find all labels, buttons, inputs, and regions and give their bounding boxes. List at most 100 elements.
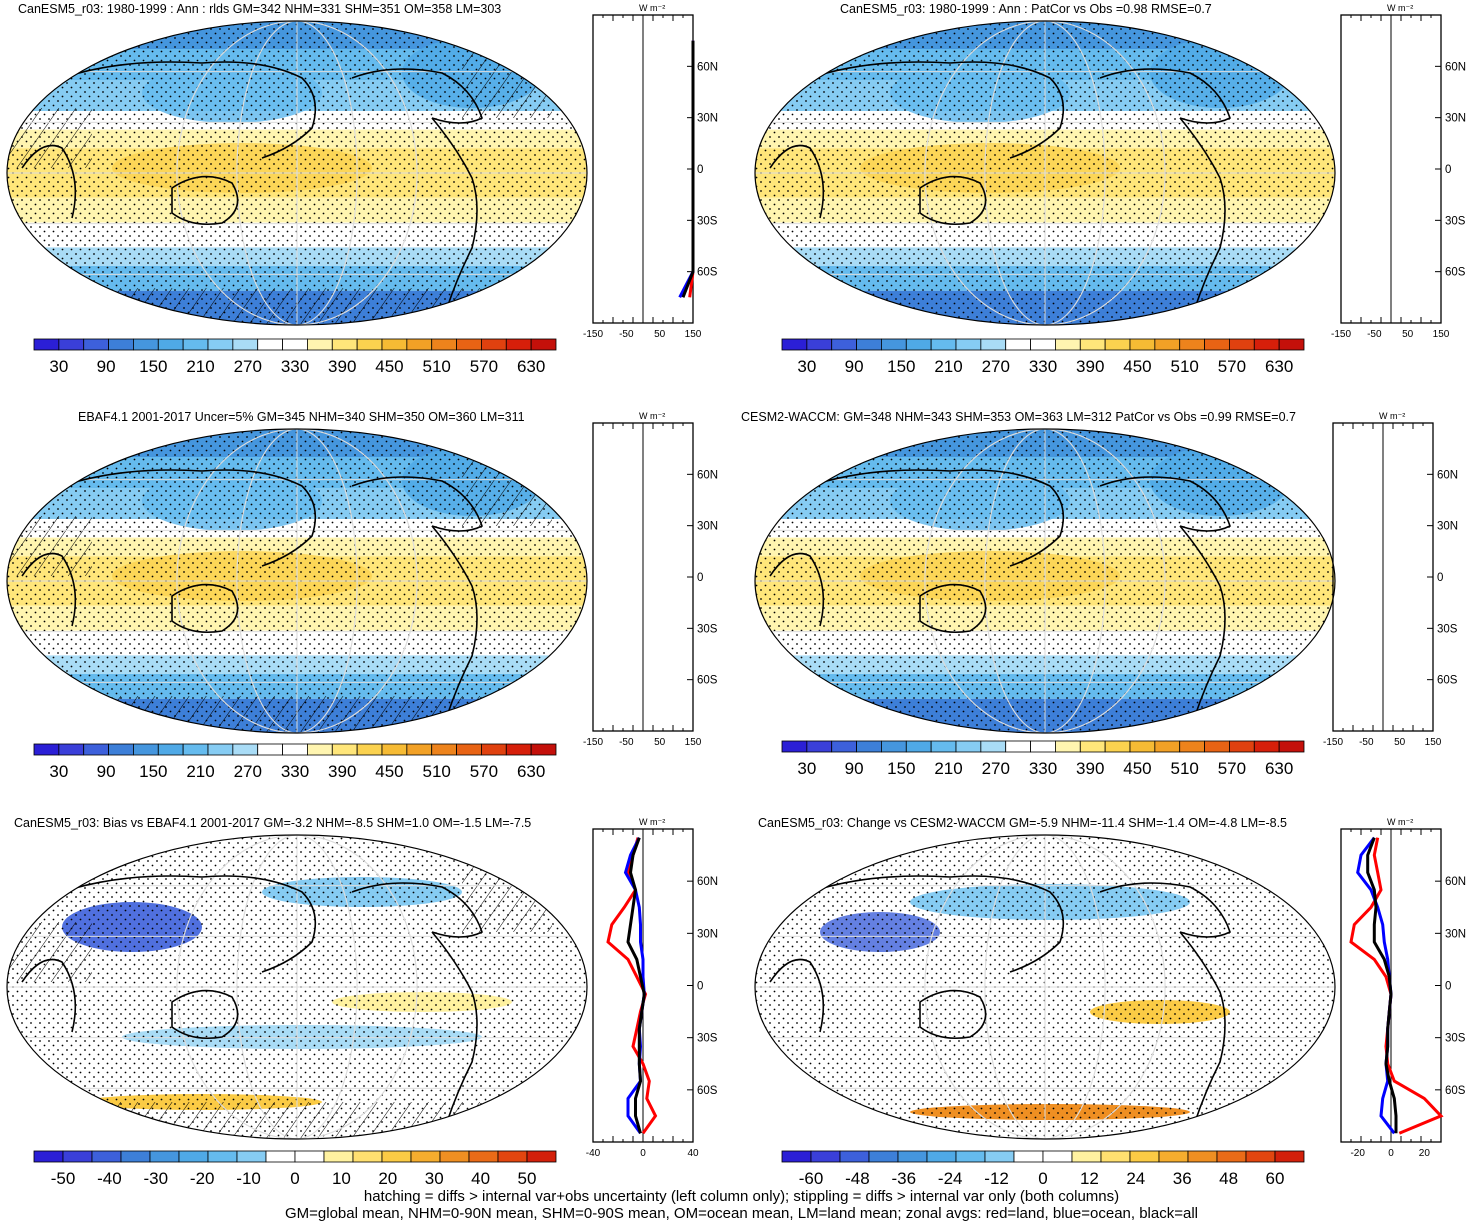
colorbar-box <box>1246 1151 1275 1162</box>
colorbar-box <box>59 339 84 350</box>
x-tick-label: -50 <box>1359 737 1374 748</box>
colorbar-label: 150 <box>887 759 915 778</box>
zonal-line-all <box>1368 838 1396 1134</box>
colorbar-box <box>782 1151 811 1162</box>
colorbar-box <box>63 1151 92 1162</box>
lat-label: 30S <box>1445 215 1466 227</box>
zonal-unit-label: W m⁻² <box>1387 3 1413 13</box>
colorbar-box <box>1006 339 1031 350</box>
colorbar-label: 150 <box>887 357 915 376</box>
x-tick-label: 50 <box>654 329 666 340</box>
colorbar-label: -36 <box>892 1169 917 1188</box>
colorbar-box <box>1229 339 1254 350</box>
x-tick-label: 150 <box>685 329 702 340</box>
map-field <box>2 426 592 736</box>
hatching <box>462 48 552 118</box>
colorbar-box <box>906 339 931 350</box>
colorbar-box <box>1043 1151 1072 1162</box>
lat-label: 60N <box>1445 876 1466 888</box>
colorbar-box <box>179 1151 208 1162</box>
colorbar-label: 270 <box>234 357 262 376</box>
colorbar-box <box>34 339 59 350</box>
colorbar-box <box>382 1151 411 1162</box>
colorbar-label: 60 <box>1266 1169 1285 1188</box>
zonal-unit-label: W m⁻² <box>639 817 665 827</box>
colorbar-box <box>84 339 109 350</box>
colorbar-label: 510 <box>1170 357 1198 376</box>
colorbar-box <box>1254 741 1279 752</box>
colorbar-label: 48 <box>1219 1169 1238 1188</box>
colorbar-label: 570 <box>1218 759 1246 778</box>
colorbar-box <box>307 339 332 350</box>
zonal-unit-label: W m⁻² <box>1379 411 1405 421</box>
colorbar-label: 630 <box>1265 759 1293 778</box>
colorbar-box <box>1006 741 1031 752</box>
lat-label: 30S <box>697 1033 718 1045</box>
lat-label: 30N <box>697 113 718 125</box>
map-obs-clim <box>2 426 592 736</box>
colorbar-box <box>1080 741 1105 752</box>
colorbar-box <box>1080 339 1105 350</box>
x-tick-label: -50 <box>619 329 634 340</box>
colorbar-label: 30 <box>797 759 816 778</box>
colorbar-box <box>1101 1151 1130 1162</box>
colorbar-box <box>1031 339 1056 350</box>
colorbar-box <box>357 744 382 755</box>
colorbar-label: 570 <box>1218 357 1246 376</box>
colorbar-box <box>881 741 906 752</box>
colorbar-box <box>324 1151 353 1162</box>
colorbar-label: 150 <box>139 357 167 376</box>
colorbar-label: 30 <box>49 357 68 376</box>
x-tick-label: -150 <box>583 329 603 340</box>
colorbar-box <box>357 339 382 350</box>
colorbar-box <box>811 1151 840 1162</box>
colorbar-label: 270 <box>982 357 1010 376</box>
colorbar-box <box>34 1151 63 1162</box>
map-change <box>750 832 1340 1142</box>
hatching <box>2 516 92 576</box>
colorbar-label: 30 <box>49 762 68 781</box>
colorbar-label: 210 <box>934 357 962 376</box>
map-model-patcor <box>750 18 1340 328</box>
colorbar-box <box>857 741 882 752</box>
colorbar-box <box>382 744 407 755</box>
colorbar-box <box>233 744 258 755</box>
colorbar-label: -10 <box>236 1169 261 1188</box>
colorbar-label: 270 <box>234 762 262 781</box>
colorbar-label: 330 <box>1029 759 1057 778</box>
colorbar-box <box>1072 1151 1101 1162</box>
colorbar-box <box>208 744 233 755</box>
colorbar-box <box>109 339 134 350</box>
colorbar-box <box>133 744 158 755</box>
colorbar-box <box>1279 741 1304 752</box>
map-field <box>750 18 1340 328</box>
footer-means-note: GM=global mean, NHM=0-90N mean, SHM=0-90… <box>0 1205 1483 1222</box>
colorbar-box <box>956 339 981 350</box>
colorbar-label: 90 <box>845 357 864 376</box>
x-tick-label: 20 <box>1419 1148 1431 1159</box>
colorbar-label: 390 <box>1076 759 1104 778</box>
colorbar-box <box>531 339 556 350</box>
colorbar-label: 510 <box>422 357 450 376</box>
lat-label: 60S <box>1437 675 1458 687</box>
colorbar-label: -48 <box>845 1169 870 1188</box>
colorbar-box <box>332 339 357 350</box>
colorbar-label: 330 <box>281 357 309 376</box>
colorbar-box <box>506 744 531 755</box>
colorbar-box <box>237 1151 266 1162</box>
x-tick-label: 150 <box>685 737 702 748</box>
map-field <box>2 18 592 328</box>
colorbar-box <box>59 744 84 755</box>
colorbar-label: 150 <box>139 762 167 781</box>
colorbar-box <box>34 744 59 755</box>
colorbar-label: 270 <box>982 759 1010 778</box>
colorbar-box <box>906 741 931 752</box>
colorbar-label: 210 <box>186 762 214 781</box>
colorbar-label: -20 <box>190 1169 215 1188</box>
colorbar-box <box>807 339 832 350</box>
